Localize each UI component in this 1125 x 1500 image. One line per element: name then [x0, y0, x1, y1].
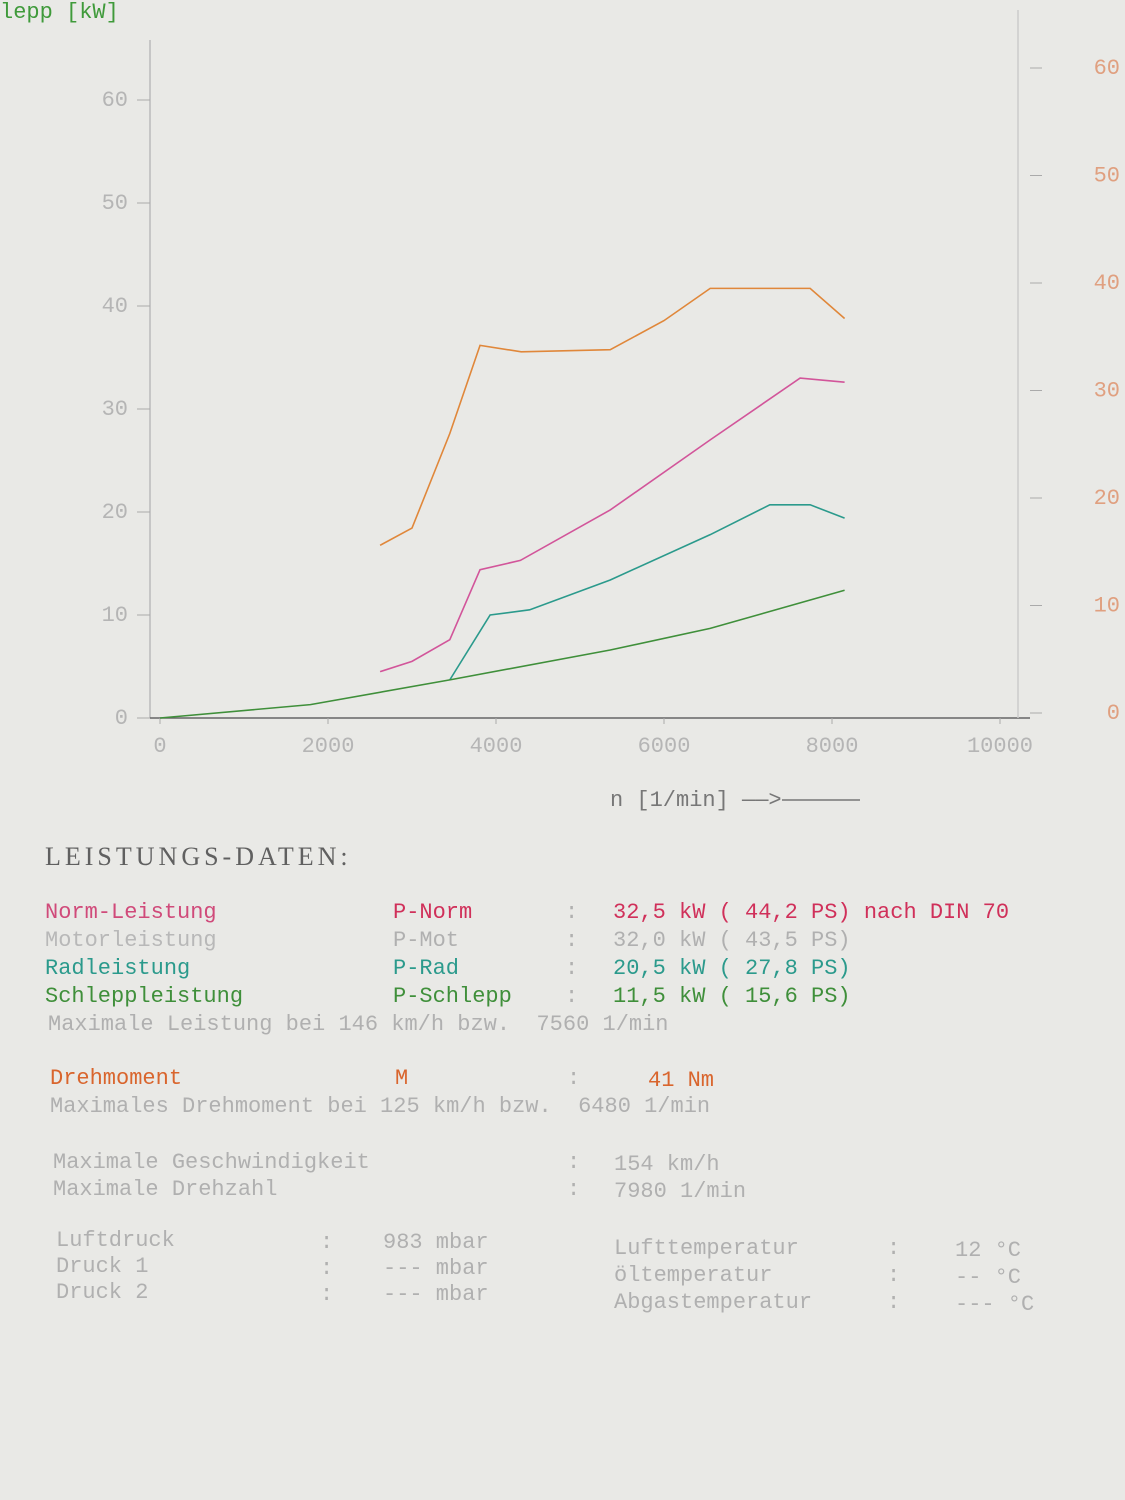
series-line	[449, 503, 845, 681]
text: :	[565, 928, 579, 953]
y2-tick-label: 10	[1094, 593, 1120, 618]
text: Luftdruck	[56, 1228, 175, 1253]
y2-tick-label: 20	[1094, 486, 1120, 511]
text: Maximale Geschwindigkeit	[53, 1150, 370, 1175]
text: P-Rad	[393, 956, 460, 981]
text: M	[395, 1066, 409, 1091]
text: :	[567, 1150, 581, 1175]
text: Lufttemperatur	[614, 1236, 799, 1261]
text: :	[565, 900, 579, 925]
text: 20,5 kW ( 27,8 PS)	[613, 956, 851, 981]
text: öltemperatur	[614, 1263, 773, 1288]
text: 12 °C	[955, 1238, 1022, 1263]
y-tick-label: 40	[102, 294, 128, 319]
y2-tick-label: 50	[1094, 163, 1120, 188]
heading: LEISTUNGS-DATEN:	[45, 842, 352, 871]
text: Radleistung	[45, 956, 191, 981]
x-tick-label: 0	[153, 734, 166, 759]
text: :	[320, 1256, 334, 1281]
x-tick-label: 2000	[302, 734, 355, 759]
text: 32,5 kW ( 44,2 PS) nach DIN 70	[613, 900, 1010, 925]
y2-tick-label: 30	[1094, 378, 1120, 403]
text: 11,5 kW ( 15,6 PS)	[613, 984, 851, 1009]
series-line	[379, 287, 846, 547]
y-tick-label: 50	[102, 191, 128, 216]
text: 41 Nm	[648, 1068, 715, 1093]
x-axis-label: n [1/min] ——>	[610, 788, 782, 813]
text: Drehmoment	[50, 1066, 183, 1091]
text: -- °C	[955, 1265, 1022, 1290]
text: P-Norm	[393, 900, 473, 925]
text: Abgastemperatur	[614, 1290, 813, 1315]
text: P-Schlepp	[393, 984, 512, 1009]
y-tick-label: 0	[115, 706, 128, 731]
y-tick-label: 10	[102, 603, 128, 628]
chart-title: lepp [kW]	[0, 0, 119, 25]
text: Maximales Drehmoment bei 125 km/h bzw. 6…	[50, 1094, 711, 1119]
text: Maximale Leistung bei 146 km/h bzw. 7560…	[48, 1012, 669, 1037]
x-tick-label: 8000	[806, 734, 859, 759]
y-tick-label: 60	[102, 88, 128, 113]
text: --- mbar	[383, 1282, 489, 1307]
text: :	[565, 956, 579, 981]
text: 32,0 kW ( 43,5 PS)	[613, 928, 851, 953]
text: :	[565, 984, 579, 1009]
text: 983 mbar	[383, 1230, 489, 1255]
text: :	[887, 1290, 901, 1315]
text: Druck 1	[56, 1254, 149, 1279]
text: Norm-Leistung	[45, 900, 217, 925]
text: :	[567, 1066, 581, 1091]
y-tick-label: 20	[102, 500, 128, 525]
series-line	[159, 589, 845, 719]
text: P-Mot	[393, 928, 460, 953]
text: :	[567, 1177, 581, 1202]
text: Maximale Drehzahl	[53, 1177, 278, 1202]
text: :	[320, 1230, 334, 1255]
y2-tick-label: 40	[1094, 271, 1120, 296]
text: Druck 2	[56, 1280, 149, 1305]
text: 154 km/h	[614, 1152, 720, 1177]
chart: lepp [kW] n [1/min] ——> 0 10 20 30 40 50 60 0 10…	[0, 0, 1120, 813]
text: Schleppleistung	[45, 984, 244, 1009]
text: 7980 1/min	[614, 1179, 747, 1204]
text: :	[887, 1236, 901, 1261]
x-tick-label: 6000	[638, 734, 691, 759]
y-tick-label: 30	[102, 397, 128, 422]
y2-tick-label: 60	[1094, 56, 1120, 81]
text: --- °C	[955, 1292, 1035, 1317]
text: :	[887, 1263, 901, 1288]
y2-tick-label: 0	[1107, 701, 1120, 726]
text: :	[320, 1282, 334, 1307]
series-line	[379, 377, 845, 673]
x-tick-label: 10000	[967, 734, 1033, 759]
x-tick-label: 4000	[470, 734, 523, 759]
text: --- mbar	[383, 1256, 489, 1281]
text: Motorleistung	[45, 928, 217, 953]
